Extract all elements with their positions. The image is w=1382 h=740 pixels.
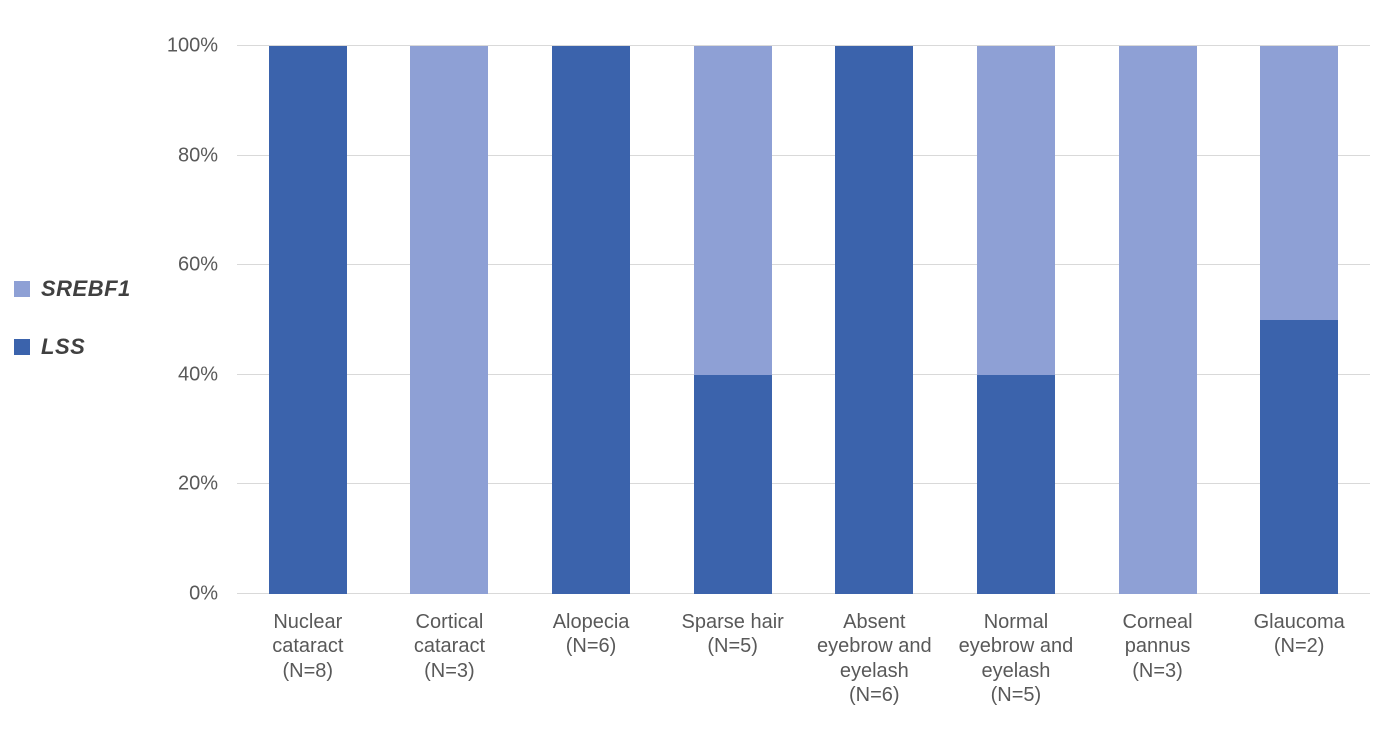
bar-slot bbox=[379, 46, 521, 594]
legend-item-lss: LSS bbox=[14, 333, 131, 361]
stacked-bar bbox=[835, 46, 914, 594]
lss-swatch-icon bbox=[14, 339, 30, 355]
gridline bbox=[237, 593, 1370, 594]
x-category-label-line: Normal bbox=[983, 611, 1049, 633]
x-category-label: Cortical cataract (N=3) bbox=[379, 610, 521, 708]
bar-slot bbox=[945, 46, 1087, 594]
y-tick-label: 100% bbox=[166, 34, 218, 57]
bar-slot bbox=[804, 46, 946, 594]
x-category-label-line: cataract bbox=[413, 635, 486, 658]
bar-slot bbox=[1087, 46, 1229, 594]
x-category-label-line: (N=6) bbox=[565, 635, 617, 658]
x-category-label-line: eyebrow and bbox=[817, 635, 932, 658]
y-tick-label: 20% bbox=[177, 472, 218, 495]
stacked-bar bbox=[976, 46, 1055, 594]
x-category-label: Nuclear cataract (N=8) bbox=[237, 610, 379, 708]
x-category-label-line: eyelash bbox=[839, 659, 909, 682]
x-category-label-line: pannus bbox=[1124, 635, 1191, 658]
x-category-label: Alopecia (N=6) bbox=[520, 610, 662, 708]
x-category-label-line: (N=3) bbox=[1132, 659, 1183, 682]
bar-segment-srebf1 bbox=[1118, 46, 1197, 594]
gridline bbox=[237, 45, 1370, 46]
x-category-label-line: Corneal bbox=[1122, 611, 1193, 633]
bar-slot bbox=[520, 46, 662, 594]
x-category-label-line: cataract bbox=[272, 635, 344, 658]
y-tick-label: 60% bbox=[177, 253, 218, 276]
gridline bbox=[237, 154, 1370, 156]
plot-bars bbox=[237, 46, 1370, 594]
bar-segment-srebf1 bbox=[693, 46, 772, 375]
stacked-bar bbox=[552, 46, 631, 594]
bar-segment-lss bbox=[835, 46, 914, 594]
x-category-label-line: (N=3) bbox=[424, 659, 475, 682]
srebf1-swatch-icon bbox=[14, 281, 30, 297]
bar-slot bbox=[1228, 46, 1370, 594]
x-category-label-line: Alopecia bbox=[552, 611, 630, 633]
x-category-label-line: eyelash bbox=[981, 659, 1051, 682]
x-category-label-line: Nuclear bbox=[273, 611, 343, 633]
bar-segment-lss bbox=[976, 374, 1055, 594]
stacked-bar bbox=[268, 46, 347, 594]
bar-segment-srebf1 bbox=[976, 46, 1055, 375]
chart-legend: SREBF1 LSS bbox=[14, 275, 131, 361]
y-tick-label: 80% bbox=[177, 144, 218, 167]
x-category-label-line: (N=2) bbox=[1273, 635, 1325, 658]
bar-segment-lss bbox=[268, 46, 347, 594]
gridline bbox=[237, 264, 1370, 266]
x-category-label: Absent eyebrow and eyelash (N=6) bbox=[804, 610, 946, 708]
bar-segment-srebf1 bbox=[410, 46, 489, 594]
x-category-label-line: eyebrow and bbox=[958, 635, 1074, 658]
x-category-label-line: (N=6) bbox=[849, 684, 900, 707]
x-axis: Nuclear cataract (N=8) Cortical cataract (N=3… bbox=[237, 610, 1370, 708]
legend-label-lss: LSS bbox=[41, 334, 86, 359]
x-category-label: Normal eyebrow and eyelash (N=5) bbox=[945, 610, 1087, 708]
x-category-label-line: Absent bbox=[843, 611, 906, 633]
stacked-bar bbox=[1260, 46, 1339, 594]
x-category-label-line: Glaucoma bbox=[1253, 611, 1345, 633]
stacked-bar bbox=[1118, 46, 1197, 594]
y-tick-label: 0% bbox=[189, 582, 218, 605]
x-category-label-line: Cortical bbox=[415, 611, 484, 633]
legend-label-srebf1: SREBF1 bbox=[41, 276, 131, 301]
x-category-label-line: (N=8) bbox=[282, 659, 334, 682]
x-category-label: Corneal pannus (N=3) bbox=[1087, 610, 1229, 708]
x-category-label-line: (N=5) bbox=[990, 684, 1042, 707]
x-category-label-line: Sparse hair bbox=[681, 611, 784, 633]
bar-segment-lss bbox=[552, 46, 631, 594]
stacked-bar bbox=[410, 46, 489, 594]
y-axis: 0% 20% 40% 60% 80% 100% bbox=[0, 35, 218, 605]
bar-segment-srebf1 bbox=[1260, 46, 1339, 320]
stacked-bar bbox=[693, 46, 772, 594]
gridline bbox=[237, 483, 1370, 485]
bar-slot bbox=[662, 46, 804, 594]
x-category-label: Sparse hair (N=5) bbox=[662, 610, 804, 708]
legend-item-srebf1: SREBF1 bbox=[14, 275, 131, 303]
bar-slot bbox=[237, 46, 379, 594]
y-tick-label: 40% bbox=[177, 363, 218, 386]
plot-area bbox=[237, 45, 1370, 594]
gridline bbox=[237, 373, 1370, 375]
bar-segment-lss bbox=[693, 374, 772, 594]
bar-segment-lss bbox=[1260, 320, 1339, 594]
x-category-label: Glaucoma (N=2) bbox=[1228, 610, 1370, 708]
x-category-label-line: (N=5) bbox=[707, 635, 758, 658]
